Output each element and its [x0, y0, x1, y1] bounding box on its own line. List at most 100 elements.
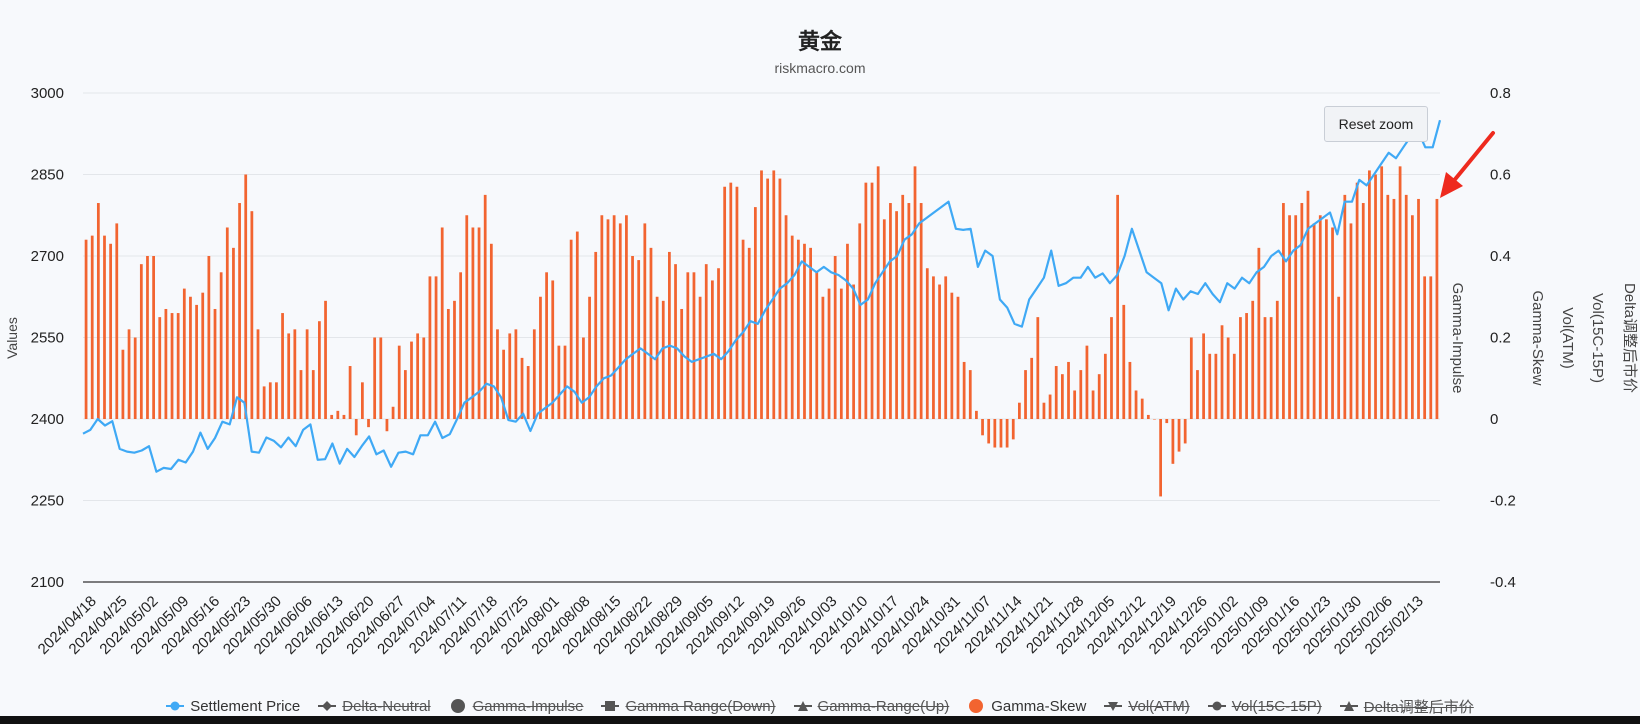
gamma-skew-bar: [932, 276, 935, 419]
window-bottom-bar: [0, 716, 1640, 724]
gamma-skew-bar: [1263, 317, 1267, 420]
gamma-skew-bar: [821, 296, 825, 419]
gamma-skew-bar: [133, 337, 137, 419]
y-right-axis-title: Vol(ATM): [1559, 307, 1576, 368]
gamma-skew-bar: [827, 288, 831, 419]
gamma-skew-bar: [1417, 198, 1420, 419]
gamma-skew-bar: [981, 419, 984, 436]
gamma-skew-bar: [747, 247, 751, 419]
gamma-skew-bar: [661, 300, 665, 419]
gamma-skew-bar: [1030, 357, 1034, 420]
gamma-skew-bar: [342, 414, 346, 419]
legend-label: Gamma-Range(Up): [817, 697, 950, 715]
gamma-skew-bar: [753, 207, 757, 419]
chart-plot[interactable]: 2100 2250 2400 2550 2700 2850 3000 -0.4 -0.2 0 0.2…: [0, 0, 1640, 690]
gamma-skew-bar: [330, 414, 334, 419]
gamma-skew-bar: [1288, 215, 1291, 419]
gamma-skew-bar: [496, 329, 499, 419]
gamma-skew-bar: [459, 272, 463, 419]
gamma-skew-bar: [790, 235, 794, 419]
gamma-skew-bar: [1325, 219, 1328, 419]
gamma-skew-bar: [410, 341, 413, 419]
legend-item[interactable]: Delta调整后市价: [1339, 696, 1474, 717]
gamma-skew-bar: [1018, 402, 1021, 419]
gamma-skew-bar: [508, 333, 512, 419]
gamma-skew-bar: [1429, 276, 1433, 419]
gamma-skew-bar: [1042, 402, 1046, 419]
gamma-skew-bar: [1122, 304, 1126, 419]
gamma-skew-bar: [1392, 198, 1396, 419]
settlement-price-line: [82, 119, 1442, 473]
gamma-skew-bar: [606, 219, 610, 419]
gamma-skew-bar: [446, 308, 450, 419]
gamma-skew-bar: [1171, 419, 1175, 464]
gamma-skew-bar: [1361, 203, 1365, 419]
gamma-skew-bar: [674, 264, 677, 419]
y-left-axis-title: Values: [4, 317, 20, 359]
gamma-skew-bar: [1269, 317, 1273, 420]
gamma-skew-bar: [361, 382, 364, 419]
gamma-skew-bar: [1226, 337, 1230, 419]
gamma-skew-bar: [895, 211, 898, 419]
gamma-skew-bar: [1054, 366, 1058, 419]
legend-label: Gamma-Impulse: [472, 697, 584, 715]
y-right-tick-label: 0.2: [1490, 330, 1511, 347]
y-right-tick-label: 0: [1490, 411, 1498, 428]
gamma-skew-bar: [477, 227, 481, 419]
gamma-skew-bar: [692, 272, 696, 419]
legend-item[interactable]: Gamma-Impulse: [449, 697, 584, 715]
reset-zoom-button[interactable]: Reset zoom: [1324, 106, 1428, 142]
gamma-skew-bar: [907, 203, 911, 419]
gamma-skew-bar: [213, 308, 217, 419]
gamma-skew-bar: [1312, 223, 1316, 419]
chart-legend: Settlement Price Delta-Neutral Gamma-Impul…: [0, 694, 1640, 718]
legend-item[interactable]: Settlement Price: [166, 698, 300, 715]
gamma-skew-bar: [987, 419, 991, 444]
gamma-skew-bar: [588, 296, 591, 419]
gamma-skew-bar: [348, 366, 352, 419]
gamma-skew-bar: [1159, 419, 1162, 497]
circle-icon: [450, 699, 465, 713]
gamma-skew-bar: [422, 337, 426, 419]
square-line-icon: [601, 701, 620, 711]
gamma-skew-bar: [962, 361, 966, 419]
gamma-skew-bar: [1196, 370, 1199, 419]
legend-item[interactable]: Delta-Neutral: [318, 698, 431, 715]
gamma-skew-bar: [1220, 325, 1224, 419]
gamma-skew-bar: [956, 296, 960, 419]
gamma-skew-bar: [1079, 370, 1083, 419]
circle-icon: [969, 699, 984, 713]
legend-label: Settlement Price: [190, 697, 301, 715]
gamma-skew-bar: [563, 345, 567, 419]
gamma-skew-bar: [299, 370, 303, 419]
legend-item[interactable]: Gamma Range(Down): [601, 698, 776, 715]
legend-item[interactable]: Gamma-Range(Up): [793, 697, 950, 715]
gamma-skew-bar: [729, 182, 733, 419]
gamma-skew-bar: [575, 231, 579, 419]
gamma-skew-bar: [600, 215, 604, 419]
gamma-skew-bar: [870, 182, 874, 419]
legend-item[interactable]: Vol(ATM): [1104, 698, 1190, 715]
gamma-skew-bar: [784, 215, 788, 419]
y-left-tick-label: 3000: [31, 85, 64, 102]
gamma-skew-bar: [164, 308, 168, 419]
gamma-skew-bar: [1140, 398, 1144, 420]
gamma-skew-bar: [925, 268, 929, 419]
gamma-skew-bar: [1202, 333, 1205, 419]
gamma-skew-bar: [367, 419, 370, 428]
gamma-skew-bar: [385, 419, 389, 432]
gamma-skew-bar: [96, 203, 100, 419]
gamma-skew-bar: [201, 292, 205, 419]
legend-item[interactable]: Vol(15C-15P): [1207, 698, 1322, 715]
gamma-skew-bar: [618, 223, 622, 419]
gamma-skew-bar: [1153, 419, 1156, 420]
gamma-skew-bar: [1091, 390, 1095, 419]
legend-item[interactable]: Gamma-Skew: [967, 698, 1086, 715]
gamma-skew-bar: [526, 366, 530, 419]
gamma-skew-bar: [1423, 276, 1427, 419]
gamma-skew-bar: [1306, 190, 1310, 419]
gamma-skew-bar: [146, 256, 149, 419]
gamma-skew-bar: [631, 256, 634, 419]
gamma-skew-bar: [1103, 353, 1107, 419]
gamma-skew-bar: [428, 276, 432, 419]
